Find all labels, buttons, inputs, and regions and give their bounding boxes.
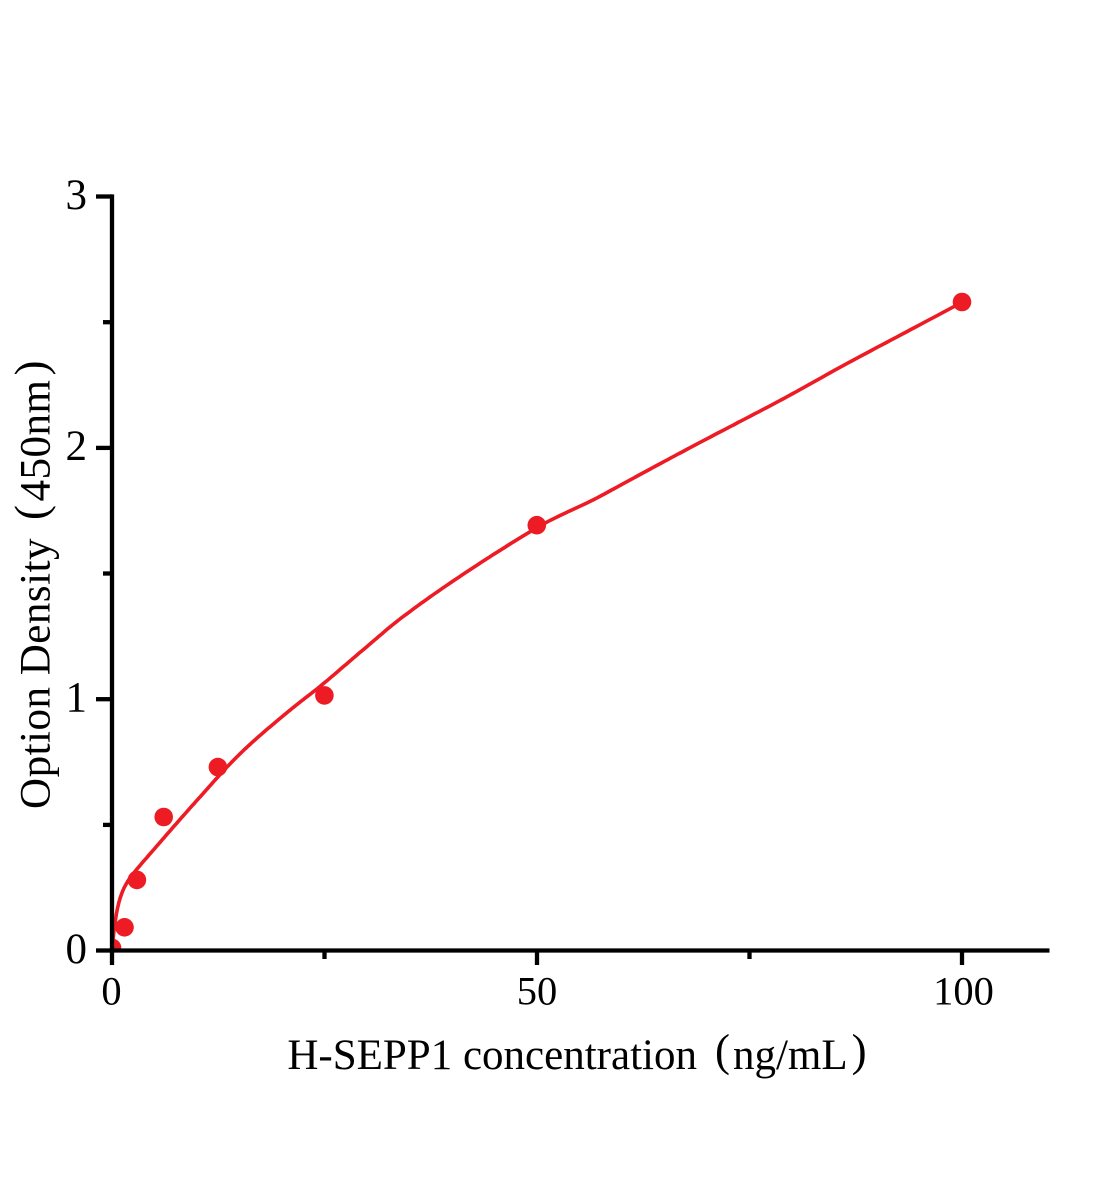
svg-text:50: 50 <box>517 969 558 1014</box>
svg-text:1: 1 <box>66 675 88 722</box>
svg-text:2: 2 <box>66 423 88 470</box>
svg-text:H-SEPP1 concentration(ng/mL): H-SEPP1 concentration (ng/mL) <box>287 1026 866 1080</box>
svg-text:0: 0 <box>66 926 88 973</box>
svg-text:100: 100 <box>933 969 994 1014</box>
svg-text:0: 0 <box>101 969 121 1014</box>
svg-text:3: 3 <box>66 172 88 219</box>
svg-text:Option Density(450nm): Option Density(450nm) <box>6 360 60 809</box>
